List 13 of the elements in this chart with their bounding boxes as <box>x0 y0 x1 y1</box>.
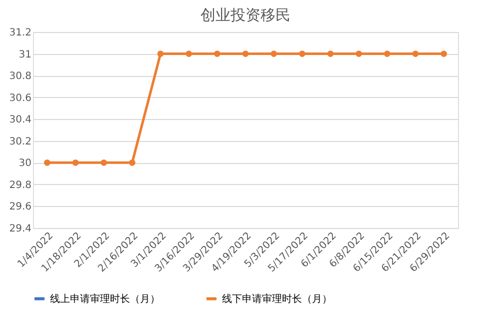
y-tick-label: 29.4 <box>9 224 32 234</box>
y-tick-label: 29.8 <box>9 180 32 191</box>
legend-label: 线上申请审理时长（月） <box>50 292 160 305</box>
y-tick-label: 31.2 <box>9 28 32 38</box>
y-tick-label: 30.6 <box>9 92 32 104</box>
y-tick-label: 30.4 <box>9 114 32 126</box>
y-tick-label: 31 <box>18 49 32 60</box>
legend-label: 线下申请审理时长（月） <box>222 292 332 305</box>
y-tick-label: 30 <box>18 158 32 170</box>
y-tick-label: 29.6 <box>9 202 32 213</box>
chart-title: 创业投资移民 <box>200 6 290 24</box>
y-tick-label: 30.2 <box>9 136 32 148</box>
y-tick-label: 30.8 <box>9 71 32 82</box>
